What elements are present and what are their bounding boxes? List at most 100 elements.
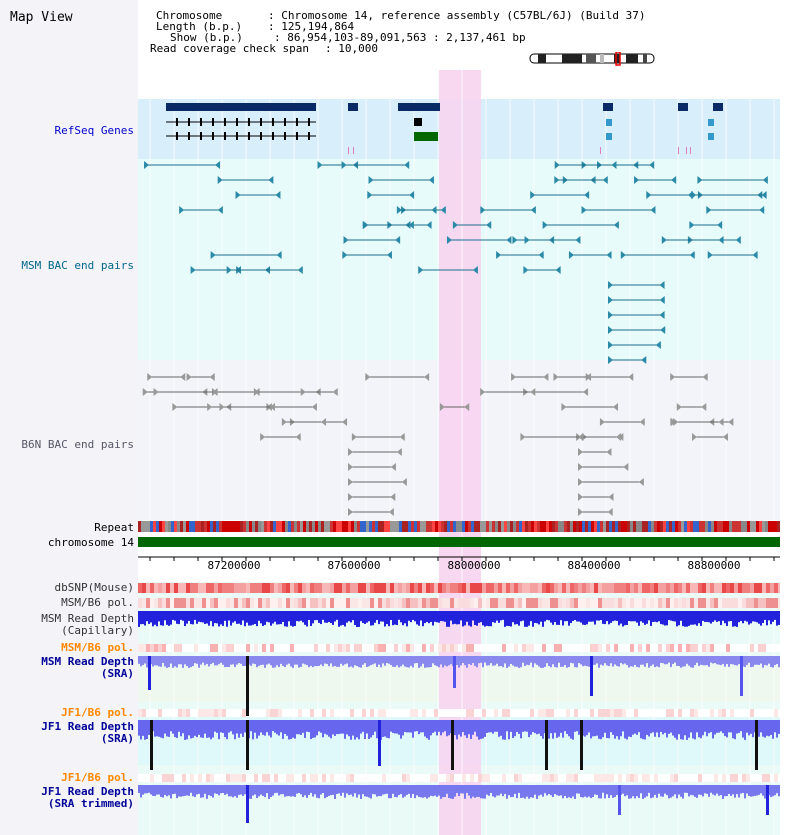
depth-bar	[350, 611, 352, 623]
b6n-bac-track[interactable]	[142, 373, 734, 516]
heat-cell	[558, 598, 562, 608]
heat-cell	[426, 709, 430, 717]
heat-cell	[646, 583, 650, 593]
depth-bar	[584, 611, 586, 625]
heat-cell	[342, 583, 346, 593]
repeat-mark	[252, 521, 255, 532]
repeat-mark	[426, 521, 429, 532]
refseq-genes-track[interactable]	[166, 103, 723, 154]
heat-cell	[238, 774, 242, 782]
heat-cell	[194, 644, 198, 652]
track-label-dbsnp[interactable]: dbSNP(Mouse)	[54, 581, 134, 594]
heat-cell	[214, 598, 218, 608]
depth-bar	[498, 720, 500, 737]
repeat-mark	[690, 521, 693, 532]
heat-cell	[386, 774, 390, 782]
depth-bar	[628, 611, 630, 622]
heat-cell	[602, 774, 606, 782]
repeat-mark	[303, 521, 306, 532]
info-show-key: Show (b.p.)	[170, 31, 243, 44]
track-label-msm-depth-sra[interactable]: MSM Read Depth (SRA)	[41, 656, 134, 680]
heat-cell	[618, 774, 622, 782]
heat-cell	[214, 583, 218, 593]
heat-cell	[622, 583, 626, 593]
depth-bar	[226, 611, 228, 627]
depth-bar	[228, 785, 230, 797]
info-length-key: Length (b.p.)	[156, 20, 243, 33]
heat-cell	[718, 644, 722, 652]
heat-cell	[394, 774, 398, 782]
repeat-mark	[165, 521, 168, 532]
bac-end	[578, 448, 583, 456]
heat-cell	[174, 598, 178, 608]
depth-bar	[178, 785, 180, 797]
depth-bar	[558, 720, 560, 737]
gene-block	[398, 103, 440, 111]
heat-cell	[306, 644, 310, 652]
track-label-b6n-bac[interactable]: B6N BAC end pairs	[21, 438, 134, 451]
jf1-depth-sra-line1: JF1 Read Depth	[41, 720, 134, 733]
depth-bar	[448, 611, 450, 627]
bac-end	[611, 161, 617, 169]
bac-end	[388, 508, 394, 516]
depth-bar	[252, 611, 254, 625]
bac-end	[542, 221, 548, 229]
track-label-msm-b6-pol-2[interactable]: MSM/B6 pol.	[61, 641, 134, 654]
track-label-chromosome[interactable]: chromosome 14	[47, 536, 134, 549]
track-label-msm-b6-pol[interactable]: MSM/B6 pol.	[61, 596, 134, 609]
repeat-mark	[600, 521, 603, 532]
depth-bar	[190, 656, 192, 668]
track-label-jf1-b6-pol[interactable]: JF1/B6 pol.	[61, 706, 134, 719]
track-label-jf1-depth-trimmed[interactable]: JF1 Read Depth (SRA trimmed)	[41, 786, 134, 810]
tick-label: 88400000	[568, 559, 621, 572]
track-canvas[interactable]: 87200000 87600000 88000000 88400000 88800000	[138, 70, 780, 835]
heat-cell	[370, 774, 374, 782]
track-label-refseq[interactable]: RefSeq Genes	[54, 124, 134, 137]
depth-bar	[698, 720, 700, 738]
depth-bar	[254, 656, 256, 665]
depth-bar	[394, 720, 396, 734]
depth-bar	[316, 656, 318, 667]
msm-bac-track[interactable]	[144, 161, 768, 364]
bac-end	[209, 373, 215, 381]
bac-end	[399, 433, 405, 441]
heat-cell	[770, 644, 774, 652]
heat-cell	[558, 709, 562, 717]
depth-bar	[514, 611, 516, 625]
depth-bar	[634, 785, 636, 799]
heat-cell	[698, 598, 702, 608]
bac-end	[638, 478, 644, 486]
heat-cell	[410, 774, 414, 782]
info-chromosome-key: Chromosome	[156, 9, 249, 22]
track-label-msm-depth-capillary[interactable]: MSM Read Depth (Capillary)	[41, 613, 134, 637]
depth-bar	[220, 720, 222, 733]
heat-cell	[674, 774, 678, 782]
heat-cell	[502, 774, 506, 782]
heat-cell	[166, 598, 170, 608]
depth-bar	[768, 656, 770, 664]
repeat-mark	[729, 521, 732, 532]
heat-cell	[582, 709, 586, 717]
depth-bar	[630, 611, 632, 622]
repeat-mark	[180, 521, 183, 532]
heat-cell	[314, 598, 318, 608]
chromosome-ideogram[interactable]	[528, 52, 658, 66]
depth-bar	[160, 611, 162, 626]
depth-bar	[736, 611, 738, 627]
heat-cell	[734, 598, 738, 608]
track-label-jf1-depth-sra[interactable]: JF1 Read Depth (SRA)	[41, 721, 134, 745]
depth-bar	[704, 611, 706, 622]
depth-bar	[694, 656, 696, 666]
track-label-repeat[interactable]: Repeat	[94, 521, 134, 534]
depth-bar	[528, 720, 530, 738]
track-label-msm-bac[interactable]: MSM BAC end pairs	[21, 259, 134, 272]
depth-spike	[246, 720, 249, 770]
gene-block	[414, 132, 438, 141]
bac-end	[612, 403, 618, 411]
track-label-jf1-b6-pol-2[interactable]: JF1/B6 pol.	[61, 771, 134, 784]
depth-bar	[314, 611, 316, 621]
depth-bar	[268, 720, 270, 736]
heat-cell	[466, 774, 470, 782]
bac-end	[676, 403, 682, 411]
heat-cell	[638, 644, 642, 652]
